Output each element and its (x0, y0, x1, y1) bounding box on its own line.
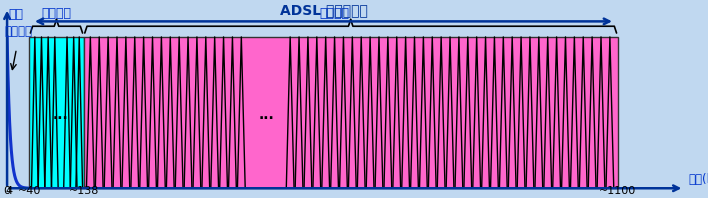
Text: ~138: ~138 (69, 186, 99, 196)
Text: 传统电话: 传统电话 (4, 25, 32, 38)
Bar (84, 37, 617, 188)
Text: ADSL 的数字业务: ADSL 的数字业务 (280, 3, 367, 17)
Text: 上行信道: 上行信道 (42, 7, 72, 20)
Text: 频率(kHz): 频率(kHz) (689, 173, 708, 186)
Text: ...: ... (259, 108, 275, 122)
Text: ...: ... (53, 108, 69, 122)
Bar (29, 37, 84, 188)
Text: ~1100: ~1100 (599, 186, 636, 196)
Text: 频谱: 频谱 (8, 8, 24, 21)
Text: ~40: ~40 (18, 186, 41, 196)
Text: 下行信道: 下行信道 (319, 7, 349, 20)
Text: 4: 4 (6, 186, 13, 196)
Text: 0: 0 (4, 186, 11, 196)
